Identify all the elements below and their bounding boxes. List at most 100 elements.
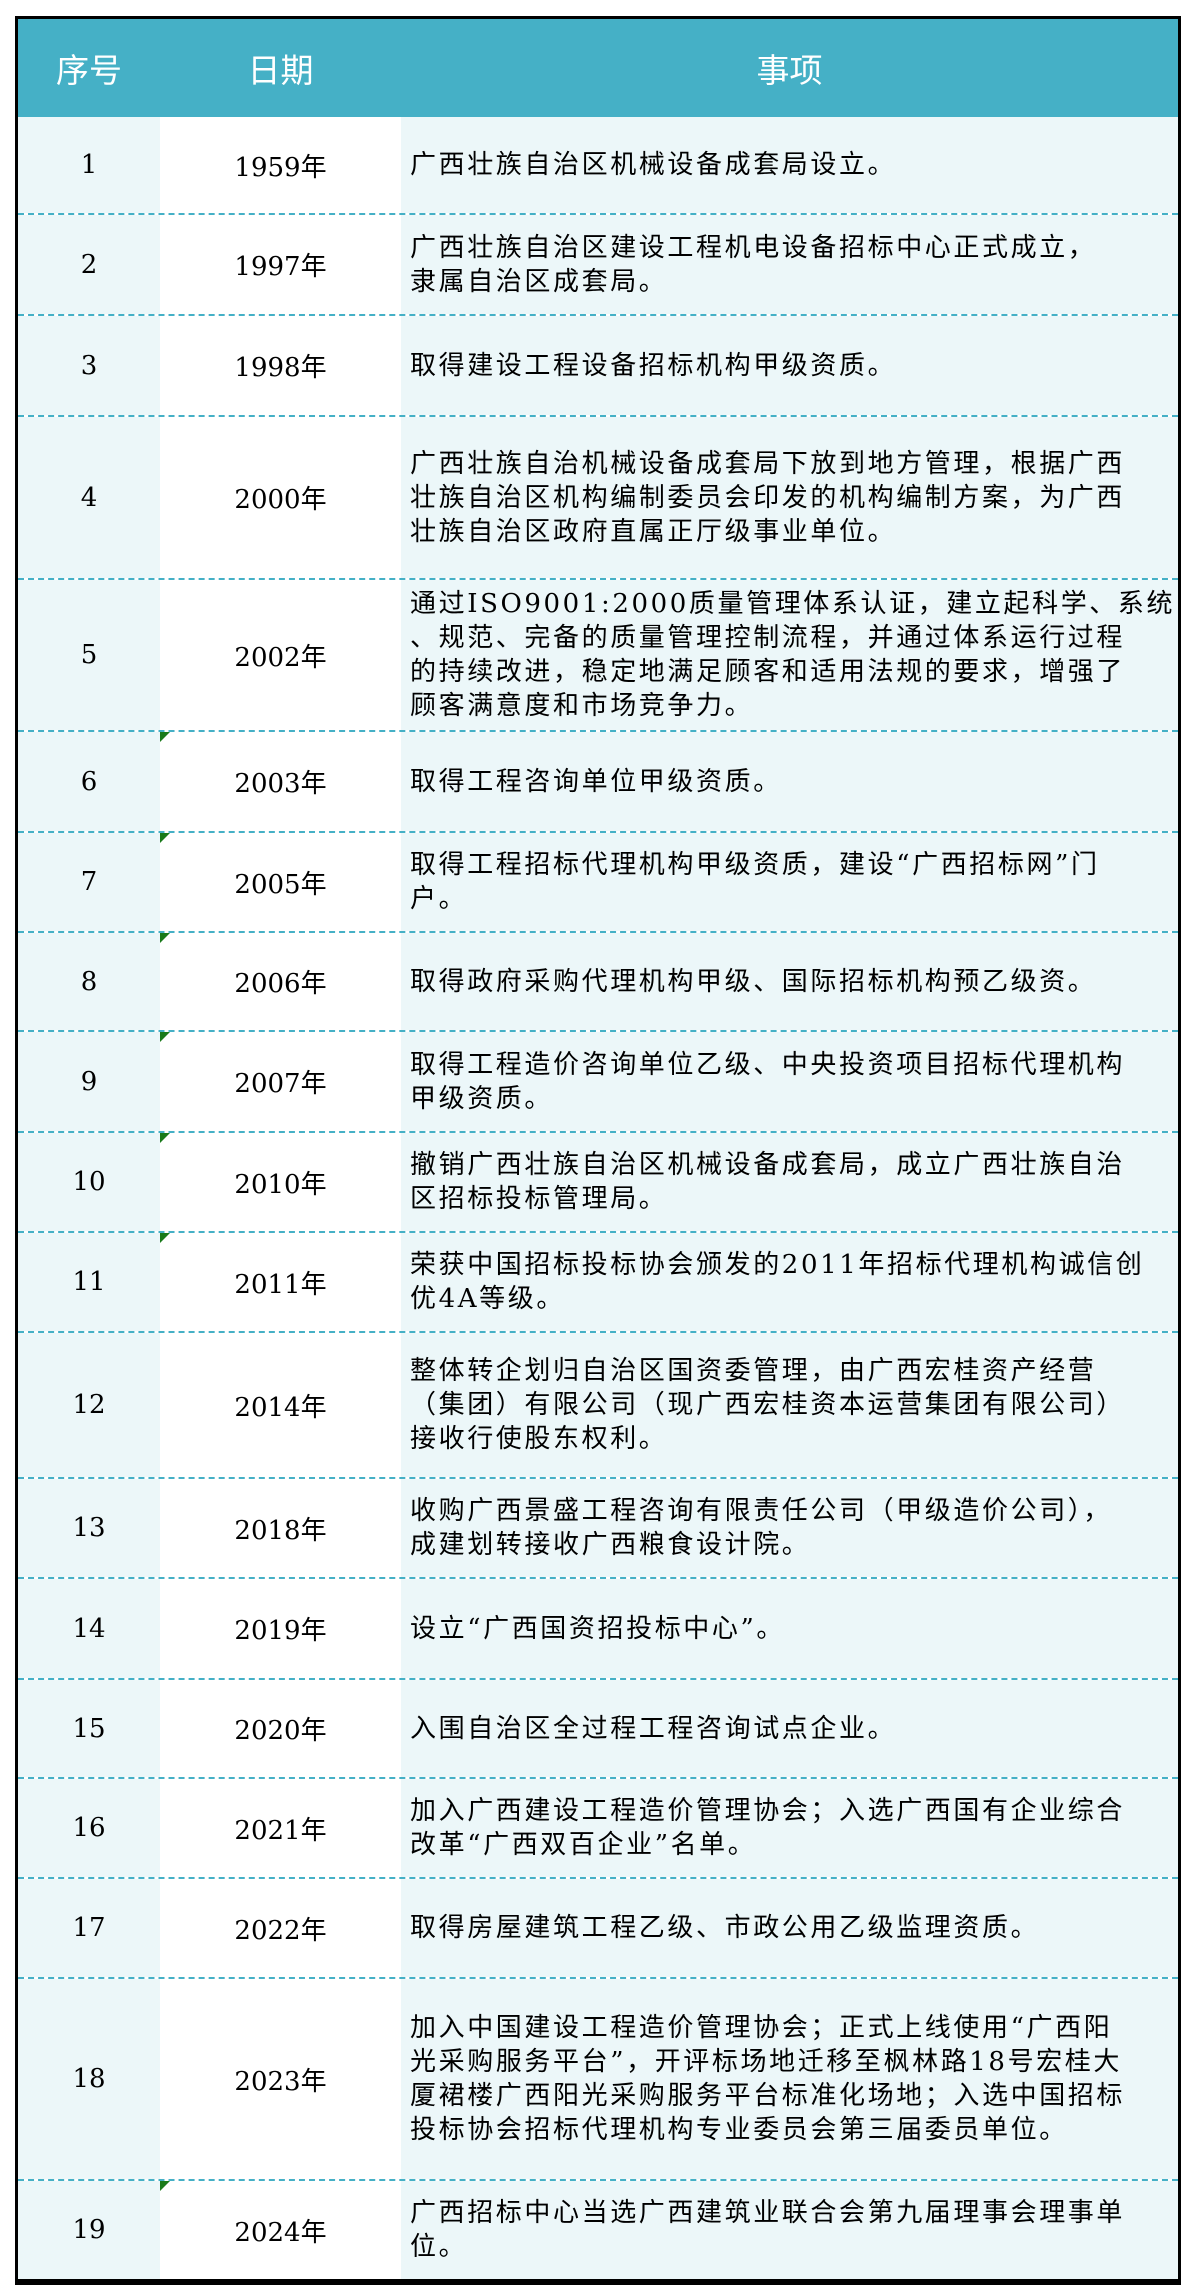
event-line: 取得工程招标代理机构甲级资质，建设“广西招标网”门: [410, 850, 1100, 880]
event-line: 优4A等级。: [410, 1284, 565, 1314]
date-text: 2020年: [234, 1716, 327, 1746]
row-event: 取得政府采购代理机构甲级、国际招标机构预乙级资。: [401, 933, 1178, 1030]
date-text: 2021年: [234, 1815, 327, 1846]
date-text: 2010年: [234, 1169, 327, 1200]
event-line: 广西招标中心当选广西建筑业联合会第九届理事会理事单: [410, 2198, 1126, 2228]
event-line: 隶属自治区成套局。: [410, 266, 668, 297]
table-row: 11 2011年 荣获中国招标投标协会颁发的2011年招标代理机构诚信创 优4A等级。: [18, 1231, 1178, 1331]
row-number: 12: [18, 1333, 160, 1477]
table-row: 5 2002年 通过ISO9001:2000质量管理体系认证，建立起科学、系统 、规范…: [18, 578, 1178, 730]
comment-marker-icon: [160, 1233, 170, 1243]
row-event: 通过ISO9001:2000质量管理体系认证，建立起科学、系统 、规范、完备的质量…: [401, 580, 1178, 730]
event-line: 区招标投标管理局。: [410, 1184, 668, 1214]
row-event: 广西壮族自治机械设备成套局下放到地方管理，根据广西 壮族自治区机构编制委员会印发的…: [401, 417, 1178, 578]
row-date: 1959年: [160, 117, 401, 213]
row-event: 设立“广西国资招投标中心”。: [401, 1579, 1178, 1678]
table-row: 3 1998年 取得建设工程设备招标机构甲级资质。: [18, 314, 1178, 415]
row-number: 13: [18, 1479, 160, 1577]
row-event: 取得房屋建筑工程乙级、市政公用乙级监理资质。: [401, 1879, 1178, 1977]
comment-marker-icon: [160, 933, 170, 943]
table-row: 8 2006年 取得政府采购代理机构甲级、国际招标机构预乙级资。: [18, 931, 1178, 1030]
event-line: 顾客满意度和市场竞争力。: [410, 691, 754, 721]
date-text: 2006年: [234, 969, 327, 999]
date-text: 2019年: [234, 1616, 327, 1646]
event-line: 设立“广西国资招投标中心”。: [410, 1613, 785, 1644]
header-date: 日期: [247, 51, 314, 90]
comment-marker-icon: [160, 833, 170, 843]
row-date: 1997年: [160, 215, 401, 314]
row-event: 整体转企划归自治区国资委管理，由广西宏桂资产经营 （集团）有限公司（现广西宏桂资本…: [401, 1333, 1178, 1477]
row-number: 15: [18, 1680, 160, 1777]
row-number: 14: [18, 1579, 160, 1678]
row-number: 6: [18, 732, 160, 831]
row-date: 2007年: [160, 1032, 401, 1131]
event-line: 投标协会招标代理机构专业委员会第三届委员单位。: [410, 2115, 1068, 2145]
table-row: 12 2014年 整体转企划归自治区国资委管理，由广西宏桂资产经营 （集团）有限公司（…: [18, 1331, 1178, 1477]
table-row: 4 2000年 广西壮族自治机械设备成套局下放到地方管理，根据广西 壮族自治区机构编制…: [18, 415, 1178, 578]
row-event: 取得工程招标代理机构甲级资质，建设“广西招标网”门 户。: [401, 833, 1178, 931]
date-text: 2011年: [234, 1269, 327, 1300]
row-event: 广西壮族自治区建设工程机电设备招标中心正式成立， 隶属自治区成套局。: [401, 215, 1178, 314]
event-line: 取得房屋建筑工程乙级、市政公用乙级监理资质。: [410, 1913, 1040, 1943]
row-event: 取得工程造价咨询单位乙级、中央投资项目招标代理机构 甲级资质。: [401, 1032, 1178, 1131]
table-row: 14 2019年 设立“广西国资招投标中心”。: [18, 1577, 1178, 1678]
table-row: 6 2003年 取得工程咨询单位甲级资质。: [18, 730, 1178, 831]
date-text: 2014年: [234, 1392, 327, 1423]
row-date: 2010年: [160, 1133, 401, 1231]
event-line: 收购广西景盛工程咨询有限责任公司（甲级造价公司），: [410, 1496, 1113, 1526]
event-line: 光采购服务平台”，开评标场地迁移至枫林路18号宏桂大: [410, 2047, 1122, 2077]
row-date: 2020年: [160, 1680, 401, 1777]
row-date: 2003年: [160, 732, 401, 831]
row-event: 取得工程咨询单位甲级资质。: [401, 732, 1178, 831]
event-line: 加入中国建设工程造价管理协会；正式上线使用“广西阳: [410, 2013, 1113, 2043]
row-number: 18: [18, 1979, 160, 2179]
event-line: 户。: [410, 884, 468, 914]
row-number: 7: [18, 833, 160, 931]
date-text: 1998年: [234, 353, 327, 383]
event-line: 甲级资质。: [410, 1083, 554, 1114]
event-line: 广西壮族自治机械设备成套局下放到地方管理，根据广西: [410, 448, 1126, 479]
event-line: 接收行使股东权利。: [410, 1424, 668, 1454]
event-line: 的持续改进，稳定地满足顾客和适用法规的要求，增强了: [410, 657, 1126, 687]
event-line: 通过ISO9001:2000质量管理体系认证，建立起科学、系统: [410, 589, 1176, 619]
comment-marker-icon: [160, 732, 170, 742]
event-line: 广西壮族自治区建设工程机电设备招标中心正式成立，: [410, 232, 1097, 263]
event-line: 位。: [410, 2232, 468, 2262]
row-event: 加入中国建设工程造价管理协会；正式上线使用“广西阳 光采购服务平台”，开评标场地迁…: [401, 1979, 1178, 2179]
date-text: 2002年: [234, 642, 327, 673]
row-date: 2018年: [160, 1479, 401, 1577]
row-event: 荣获中国招标投标协会颁发的2011年招标代理机构诚信创 优4A等级。: [401, 1233, 1178, 1331]
event-line: 成建划转接收广西粮食设计院。: [410, 1530, 811, 1560]
event-line: 撤销广西壮族自治区机械设备成套局，成立广西壮族自治: [410, 1150, 1126, 1180]
row-number: 1: [18, 117, 160, 213]
date-text: 2003年: [234, 769, 327, 799]
row-date: 2021年: [160, 1779, 401, 1877]
date-text: 2022年: [234, 1915, 327, 1946]
row-number: 8: [18, 933, 160, 1030]
event-line: 取得工程造价咨询单位乙级、中央投资项目招标代理机构: [410, 1049, 1126, 1080]
event-line: 改革“广西双百企业”名单。: [410, 1830, 757, 1860]
row-date: 2024年: [160, 2181, 401, 2279]
row-event: 广西招标中心当选广西建筑业联合会第九届理事会理事单 位。: [401, 2181, 1178, 2279]
row-number: 19: [18, 2181, 160, 2279]
row-date: 2019年: [160, 1579, 401, 1678]
row-event: 广西壮族自治区机械设备成套局设立。: [401, 117, 1178, 213]
row-date: 2014年: [160, 1333, 401, 1477]
row-number: 16: [18, 1779, 160, 1877]
table-body: 1 1959年 广西壮族自治区机械设备成套局设立。 2 1997年 广西壮族自治区建设工程…: [18, 117, 1178, 2279]
row-event: 取得建设工程设备招标机构甲级资质。: [401, 316, 1178, 415]
event-line: 入围自治区全过程工程咨询试点企业。: [410, 1713, 897, 1744]
row-event: 加入广西建设工程造价管理协会；入选广西国有企业综合 改革“广西双百企业”名单。: [401, 1779, 1178, 1877]
row-event: 收购广西景盛工程咨询有限责任公司（甲级造价公司）， 成建划转接收广西粮食设计院。: [401, 1479, 1178, 1577]
table-header: 序号 日期 事项: [18, 19, 1178, 117]
event-line: 加入广西建设工程造价管理协会；入选广西国有企业综合: [410, 1796, 1126, 1826]
header-no: 序号: [56, 51, 122, 90]
table-row: 17 2022年 取得房屋建筑工程乙级、市政公用乙级监理资质。: [18, 1877, 1178, 1977]
date-text: 2000年: [234, 485, 327, 515]
row-event: 撤销广西壮族自治区机械设备成套局，成立广西壮族自治 区招标投标管理局。: [401, 1133, 1178, 1231]
event-line: 厦裙楼广西阳光采购服务平台标准化场地；入选中国招标: [410, 2081, 1126, 2111]
row-number: 9: [18, 1032, 160, 1131]
row-event: 入围自治区全过程工程咨询试点企业。: [401, 1680, 1178, 1777]
event-line: 取得政府采购代理机构甲级、国际招标机构预乙级资。: [410, 966, 1097, 997]
row-date: 2006年: [160, 933, 401, 1030]
